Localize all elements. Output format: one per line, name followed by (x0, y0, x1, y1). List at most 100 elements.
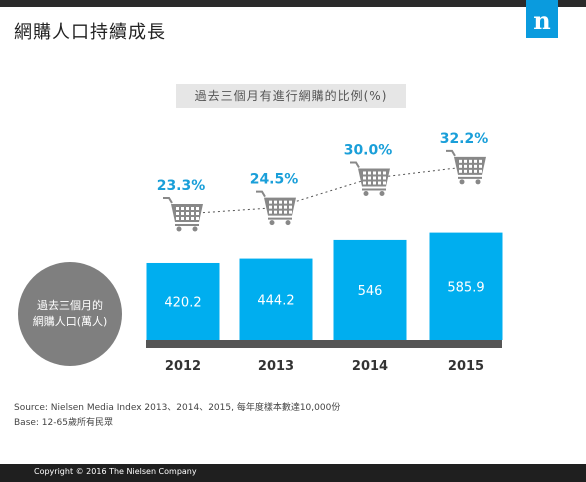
cart-grid-cell (186, 217, 189, 220)
cart-grid-cell (279, 210, 282, 214)
cart-grid-cell (196, 207, 199, 210)
bar-value-label: 546 (358, 284, 383, 299)
cart-grid-cell (373, 176, 376, 180)
chart: 420.2 2012 23.3% 444.2 2013 24.5% 546 2014 30.0%… (146, 131, 503, 374)
cart-grid-cell (363, 171, 366, 175)
cart-grid-cell (181, 217, 184, 220)
cart-grid-cell (474, 164, 477, 168)
bar-2014 (333, 239, 407, 340)
cart-grid-cell (383, 171, 386, 175)
cart-grid-cell (289, 205, 292, 209)
x-tick-label: 2014 (352, 359, 388, 374)
cart-grid-cell (269, 210, 272, 214)
cart-grid-cell (196, 212, 199, 215)
cart-grid-cell (186, 207, 189, 210)
bar-2013 (239, 258, 313, 340)
cart-icon (256, 190, 296, 226)
cart-handle (350, 161, 360, 169)
cart-grid-cell (378, 181, 381, 185)
cart-grid-cell (191, 212, 194, 215)
cart-icon (350, 161, 390, 196)
source-note: Source: Nielsen Media Index 2013、2014、20… (14, 401, 340, 431)
page-title: 網購人口持續成長 (14, 22, 166, 43)
cart-grid-cell (474, 169, 477, 173)
cart-wheel (192, 226, 198, 232)
cart-grid-cell (479, 169, 482, 173)
cart-grid-cell (368, 176, 371, 180)
cart-wheel (269, 220, 275, 226)
cart-grid-cell (464, 164, 467, 168)
cart-grid-cell (289, 210, 292, 214)
cart-handle (446, 149, 456, 157)
cart-grid-cell (289, 200, 292, 204)
cart-grid-cell (378, 176, 381, 180)
bar-2012 (146, 262, 220, 340)
cart-grid-cell (474, 159, 477, 163)
top-bar (0, 0, 586, 7)
cart-grid-cell (368, 171, 371, 175)
percent-label: 24.5% (250, 172, 299, 188)
footer-bar: Copyright © 2016 The Nielsen Company (0, 464, 586, 482)
cart-grid-cell (279, 205, 282, 209)
cart-grid-cell (459, 164, 462, 168)
bar-2015 (429, 232, 503, 340)
cart-icon (446, 149, 486, 185)
cart-grid-cell (196, 217, 199, 220)
logo-letter: n (533, 6, 551, 35)
cart-grid-cell (378, 171, 381, 175)
cart-grid-cell (274, 200, 277, 204)
cart-grid-cell (176, 217, 179, 220)
cart-grid-cell (176, 212, 179, 215)
cart-grid-cell (279, 200, 282, 204)
cart-grid-cell (373, 181, 376, 185)
cart-grid-cell (469, 164, 472, 168)
bar-value-label: 585.9 (447, 280, 484, 295)
cart-wheel (459, 179, 465, 185)
percent-label: 23.3% (157, 178, 206, 194)
x-tick-label: 2012 (165, 359, 201, 374)
cart-grid-cell (363, 176, 366, 180)
chart-subtitle: 過去三個月有進行網購的比例(%) (176, 84, 406, 108)
cart-grid-cell (176, 207, 179, 210)
volume-label-circle: 過去三個月的 網購人口(萬人) (18, 262, 122, 366)
bar-value-label: 420.2 (164, 295, 201, 310)
cart-grid-cell (284, 210, 287, 214)
cart-grid-cell (479, 164, 482, 168)
cart-grid-cell (191, 217, 194, 220)
cart-wheel (379, 190, 385, 196)
copyright-text: Copyright © 2016 The Nielsen Company (34, 467, 197, 476)
source-line: Source: Nielsen Media Index 2013、2014、20… (14, 403, 341, 413)
cart-icon (163, 197, 203, 232)
cart-grid-cell (459, 159, 462, 163)
cart-grid-cell (186, 212, 189, 215)
cart-grid-cell (269, 200, 272, 204)
cart-grid-cell (469, 159, 472, 163)
cart-grid-cell (383, 176, 386, 180)
bar-value-label: 444.2 (257, 293, 294, 308)
cart-grid-cell (191, 207, 194, 210)
circle-label-line1: 過去三個月的 (37, 299, 103, 312)
cart-grid-cell (363, 181, 366, 185)
cart-grid-cell (284, 205, 287, 209)
percent-label: 32.2% (440, 131, 489, 147)
cart-grid-cell (373, 171, 376, 175)
cart-grid-cell (274, 205, 277, 209)
cart-grid-cell (479, 159, 482, 163)
x-tick-label: 2013 (258, 359, 294, 374)
cart-grid-cell (181, 212, 184, 215)
cart-grid-cell (274, 210, 277, 214)
cart-wheel (176, 226, 182, 232)
cart-grid-cell (469, 169, 472, 173)
cart-wheel (285, 220, 291, 226)
cart-grid-cell (383, 181, 386, 185)
cart-handle (256, 190, 266, 198)
cart-grid-cell (181, 207, 184, 210)
cart-handle (163, 197, 173, 204)
circle-label-line2: 網購人口(萬人) (32, 315, 108, 328)
x-tick-label: 2015 (448, 359, 484, 374)
cart-grid-cell (459, 169, 462, 173)
cart-grid-cell (368, 181, 371, 185)
base-line: Base: 12-65歲所有民眾 (14, 418, 113, 428)
trend-line (182, 166, 467, 215)
percent-label: 30.0% (344, 142, 393, 158)
